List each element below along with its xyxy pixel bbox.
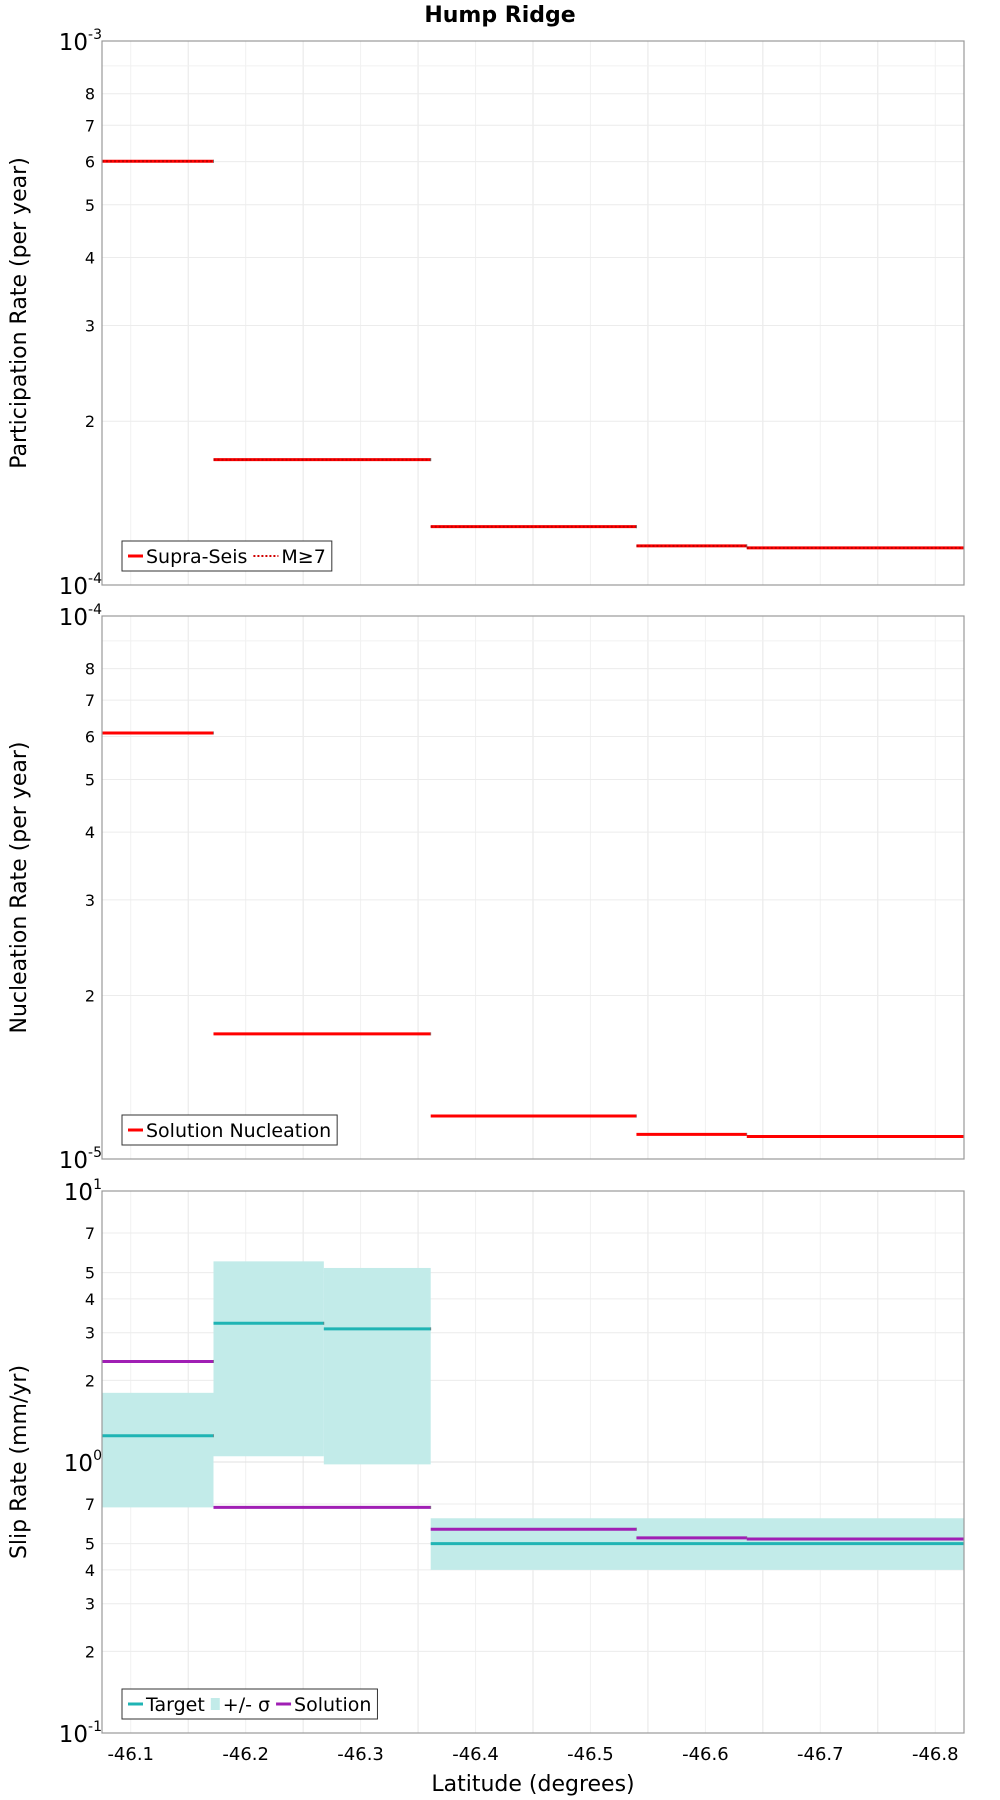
panel-1: 10-3 10-4 8 7 6 5 4 3 2 Participation Rate (per y… (7, 27, 965, 600)
y-axis-label-2: Nucleation Rate (per year) (7, 742, 32, 1034)
x-tick-8: -46.8 (912, 1744, 959, 1765)
y-minor-tick-10: 2 (85, 1642, 95, 1661)
y-major-tick-3: 10-1 (59, 1719, 102, 1748)
legend-label-1: Solution Nucleation (146, 1120, 331, 1142)
legend-1: Supra-Seis M≥7 (121, 540, 333, 572)
y-minor-tick-3: 6 (85, 727, 95, 746)
x-tick-3: -46.3 (337, 1744, 384, 1765)
y-minor-tick-5: 2 (85, 1371, 95, 1390)
y-minor-tick-7: 2 (85, 987, 95, 1006)
plot-frame (101, 40, 965, 586)
y-major-tick-2: 10-5 (59, 1145, 102, 1174)
x-tick-6: -46.6 (682, 1744, 729, 1765)
y-minor-tick-4: 3 (85, 1324, 95, 1343)
panel-2: 10-4 10-5 8 7 6 5 4 3 2 Nucleation Rate (per year… (7, 602, 965, 1174)
y-minor-tick-8: 4 (85, 1561, 95, 1580)
x-tick-1: -46.1 (107, 1744, 154, 1765)
x-tick-4: -46.4 (452, 1744, 499, 1765)
plot-frame (101, 615, 965, 1160)
panels: 10-3 10-4 8 7 6 5 4 3 2 Participation Rate (per y… (7, 27, 965, 1748)
sigma-band-3 (323, 1267, 431, 1465)
legend-3: Target +/- σ Solution (121, 1688, 378, 1720)
legend-swatch-2 (210, 1698, 220, 1710)
y-minor-tick-7: 2 (85, 412, 95, 431)
y-axis-label-3: Slip Rate (mm/yr) (7, 1365, 32, 1559)
y-minor-tick-5: 4 (85, 248, 95, 267)
y-minor-tick-2: 7 (85, 116, 95, 135)
y-minor-tick-2: 7 (85, 691, 95, 710)
y-major-tick-1: 10-3 (59, 27, 102, 56)
y-minor-tick-3: 6 (85, 153, 95, 172)
y-minor-tick-6: 3 (85, 891, 95, 910)
x-tick-5: -46.5 (567, 1744, 614, 1765)
x-axis-label: Latitude (degrees) (431, 1772, 634, 1797)
plot-frame (101, 1190, 965, 1734)
y-minor-tick-1: 8 (85, 660, 95, 679)
y-major-tick-2: 100 (64, 1448, 102, 1477)
chart-title: Hump Ridge (424, 3, 575, 28)
y-major-tick-2: 10-4 (59, 571, 102, 600)
legend-box (121, 540, 333, 572)
y-major-tick-1: 101 (64, 1177, 102, 1206)
legend-label-1: Supra-Seis (146, 546, 247, 568)
y-minor-tick-2: 5 (85, 1264, 95, 1283)
y-minor-tick-4: 5 (85, 770, 95, 789)
sigma-band-1 (102, 1392, 214, 1508)
y-minor-tick-1: 7 (85, 1224, 95, 1243)
x-tick-2: -46.2 (222, 1744, 269, 1765)
legend-label-3: Solution (294, 1694, 371, 1716)
y-minor-tick-6: 7 (85, 1495, 95, 1514)
legend-label-1: Target (145, 1694, 205, 1716)
legend-label-2: +/- σ (223, 1694, 270, 1716)
y-axis-label-1: Participation Rate (per year) (7, 157, 32, 469)
y-minor-tick-5: 4 (85, 823, 95, 842)
legend-box (121, 1688, 378, 1720)
x-tick-7: -46.7 (797, 1744, 844, 1765)
x-tick-labels: -46.1 -46.2 -46.3 -46.4 -46.5 -46.6 -46.7 -46.8 (107, 1744, 958, 1765)
y-minor-tick-9: 3 (85, 1595, 95, 1614)
legend-2: Solution Nucleation (121, 1114, 338, 1146)
y-minor-tick-7: 5 (85, 1535, 95, 1554)
y-minor-tick-3: 4 (85, 1290, 95, 1309)
panel-3: 101 100 10-1 7 5 4 3 2 7 5 4 3 2 Slip Rate (mm/yr) Tar… (7, 1177, 965, 1748)
y-minor-tick-1: 8 (85, 85, 95, 104)
y-minor-tick-6: 3 (85, 316, 95, 335)
legend-box (121, 1114, 338, 1146)
sigma-band-2 (213, 1261, 324, 1457)
y-major-tick-1: 10-4 (59, 602, 102, 631)
legend-label-2: M≥7 (281, 546, 325, 568)
y-minor-tick-4: 5 (85, 196, 95, 215)
